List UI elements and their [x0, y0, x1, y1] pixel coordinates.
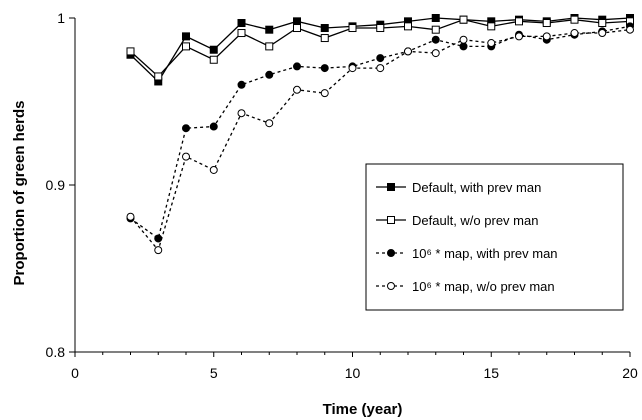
data-point	[348, 24, 357, 33]
data-point	[570, 29, 579, 38]
data-point	[320, 34, 329, 43]
legend-label: 10⁶ * map, w/o prev man	[412, 279, 555, 294]
series-2	[126, 15, 634, 81]
data-point	[431, 35, 440, 44]
data-point	[154, 246, 163, 255]
data-point	[182, 42, 190, 51]
data-point	[320, 89, 329, 98]
data-point	[431, 14, 440, 22]
legend-label: Default, w/o prev man	[412, 213, 538, 228]
legend-label: Default, with prev man	[412, 180, 541, 195]
series-4	[126, 25, 634, 255]
data-point	[237, 29, 246, 38]
data-point	[598, 19, 607, 28]
y-tick-label: 0.9	[46, 177, 66, 193]
legend: Default, with prev man Default, w/o prev …	[365, 163, 624, 311]
series-layer	[126, 14, 634, 255]
data-point	[265, 70, 274, 79]
data-point	[431, 25, 440, 34]
data-point	[459, 15, 468, 24]
data-point	[293, 85, 301, 94]
data-point	[376, 54, 385, 63]
data-point	[209, 55, 218, 64]
legend-marker	[387, 249, 395, 257]
x-tick-label: 10	[345, 365, 361, 381]
legend-marker	[387, 282, 395, 290]
data-point	[598, 29, 607, 38]
data-point	[431, 49, 440, 58]
legend-box	[365, 163, 624, 311]
data-point	[487, 39, 496, 48]
data-point	[293, 17, 301, 26]
x-axis-title: Time (year)	[323, 401, 403, 418]
data-point	[209, 122, 218, 131]
data-point	[237, 109, 246, 118]
data-point	[265, 42, 274, 51]
data-point	[126, 47, 135, 56]
y-tick-label: 1	[57, 10, 65, 26]
y-axis-title: Proportion of green herds	[11, 100, 28, 285]
data-point	[542, 32, 551, 41]
legend-label: 10⁶ * map, with prev man	[412, 246, 558, 261]
data-point	[237, 19, 246, 28]
data-point	[237, 80, 246, 89]
data-point	[265, 119, 274, 128]
legend-item: Default, w/o prev man	[376, 213, 538, 228]
legend-item: Default, with prev man	[376, 180, 541, 195]
data-point	[376, 64, 385, 73]
data-point	[265, 25, 274, 34]
data-point	[293, 24, 301, 33]
data-point	[515, 17, 523, 26]
data-point	[182, 124, 190, 133]
legend-item: 10⁶ * map, w/o prev man	[376, 279, 555, 294]
data-point	[542, 19, 551, 28]
data-point	[154, 72, 163, 81]
data-point	[293, 62, 301, 71]
data-point	[154, 234, 163, 243]
data-point	[320, 64, 329, 73]
data-point	[459, 35, 468, 44]
x-tick-label: 0	[71, 365, 79, 381]
data-point	[515, 32, 523, 41]
data-point	[487, 22, 496, 31]
legend-marker	[387, 183, 395, 191]
axes: 0 5 10 15 20 0.8 0.9 1 Time (year) Proportion of …	[11, 10, 638, 418]
data-point	[570, 15, 579, 24]
legend-marker	[387, 216, 395, 224]
data-point	[376, 24, 385, 33]
x-tick-label: 5	[210, 365, 218, 381]
data-point	[126, 212, 135, 221]
data-point	[209, 45, 218, 54]
data-point	[182, 32, 190, 41]
data-point	[404, 22, 412, 31]
data-point	[459, 42, 468, 51]
data-point	[209, 165, 218, 174]
x-tick-label: 20	[622, 365, 638, 381]
data-point	[182, 152, 190, 161]
y-tick-label: 0.8	[46, 344, 66, 360]
legend-item: 10⁶ * map, with prev man	[376, 246, 558, 261]
data-point	[626, 25, 634, 34]
data-point	[404, 47, 412, 56]
x-tick-label: 15	[483, 365, 499, 381]
data-point	[348, 64, 357, 73]
data-point	[320, 24, 329, 33]
